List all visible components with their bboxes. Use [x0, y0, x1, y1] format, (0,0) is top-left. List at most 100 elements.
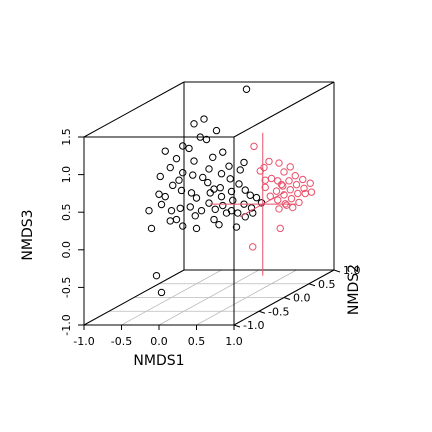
- group2-point: [291, 172, 299, 180]
- group2-point: [274, 196, 282, 204]
- group1-point: [161, 192, 169, 201]
- y-tick-label: 1.0: [343, 264, 361, 277]
- x-tick-label: 0.5: [188, 335, 206, 348]
- group1-point: [211, 205, 219, 213]
- group1-point: [215, 220, 223, 229]
- group1-point: [229, 196, 237, 205]
- group2-point: [282, 201, 291, 209]
- group2-point: [276, 224, 284, 233]
- x-tick-label: -1.0: [73, 335, 94, 348]
- group2-centroid-cross: [210, 132, 297, 276]
- group2-point: [275, 159, 283, 167]
- y-tick: [333, 269, 341, 273]
- group2-point: [286, 163, 294, 171]
- group1-point: [156, 172, 164, 181]
- group2-point: [261, 183, 269, 192]
- group1-point: [189, 171, 197, 179]
- group1-point: [145, 206, 153, 215]
- group1-point: [185, 144, 193, 153]
- group1-point: [202, 135, 211, 144]
- group2-point: [249, 243, 257, 251]
- box-edge: [83, 81, 185, 138]
- group1-point: [192, 194, 201, 202]
- group1-point: [212, 126, 221, 135]
- group1-point: [179, 142, 187, 150]
- group1-point: [232, 223, 241, 231]
- y-tick-label: -1.0: [243, 319, 264, 332]
- y-tick-label: 0.5: [318, 278, 336, 291]
- group1-point: [167, 206, 176, 215]
- group1-point: [175, 176, 183, 184]
- group2-point: [285, 177, 293, 185]
- group2-point: [272, 187, 281, 195]
- group1-point: [235, 180, 243, 188]
- group1-point: [236, 166, 244, 174]
- group2-point: [292, 180, 301, 189]
- box-edge: [233, 81, 335, 138]
- group2-point: [300, 184, 308, 193]
- group1-point: [157, 200, 166, 209]
- axis-ticks: -1.0 -0.5 0.0 0.5 1.0-1.0-0.50.00.51.0-1.0-0…: [60, 128, 361, 348]
- y-tick-label: -0.5: [268, 305, 289, 318]
- plot-box: [83, 81, 335, 326]
- group1-point: [242, 85, 251, 93]
- group1-point: [157, 288, 166, 297]
- group1-point: [161, 147, 169, 155]
- data-points: [145, 85, 316, 297]
- group1-point: [227, 187, 236, 196]
- group1-point: [206, 189, 214, 197]
- group1-point: [222, 209, 231, 217]
- z-tick-label: -0.5: [60, 277, 73, 298]
- group1-point: [199, 173, 207, 182]
- group1-point: [190, 157, 198, 165]
- group1-point: [217, 192, 226, 201]
- group2-point: [256, 167, 264, 175]
- y-tick: [233, 324, 241, 328]
- y-axis-title: NMDS2: [346, 264, 362, 315]
- y-tick: [308, 283, 316, 287]
- group1-point: [246, 191, 254, 199]
- group1-point: [234, 209, 242, 217]
- group1-point: [176, 204, 184, 212]
- group1-point: [219, 201, 227, 210]
- group2-point: [279, 182, 287, 190]
- y-tick: [283, 297, 291, 300]
- group1-point: [241, 186, 249, 194]
- z-tick-label: 1.0: [60, 166, 73, 184]
- group2-point: [280, 168, 288, 176]
- group1-point: [172, 154, 181, 163]
- group1-point: [205, 199, 213, 207]
- group1-point: [191, 212, 199, 220]
- group1-point: [179, 168, 187, 177]
- group1-point: [196, 133, 204, 141]
- group1-point: [205, 165, 213, 173]
- group1-point: [190, 120, 198, 128]
- group1-point: [186, 203, 194, 211]
- group2-point: [287, 194, 296, 203]
- group1-point: [166, 163, 174, 172]
- z-tick-label: 0.0: [60, 241, 73, 258]
- group2-point: [267, 174, 276, 183]
- group1-point: [225, 162, 233, 170]
- group1-point: [172, 215, 181, 224]
- box-edge: [83, 269, 185, 326]
- group1-point: [179, 222, 187, 230]
- y-tick-label: 0.0: [293, 292, 311, 305]
- y-tick: [258, 310, 266, 314]
- group1-point: [219, 148, 227, 156]
- x-tick-label: 1.0: [225, 335, 243, 348]
- group2-point: [294, 189, 302, 198]
- floor-grid-line: [196, 269, 297, 326]
- group2-point: [250, 142, 258, 151]
- group2-point: [260, 163, 268, 172]
- group1-point: [240, 158, 248, 167]
- group2-point: [274, 177, 282, 185]
- group1-point: [166, 217, 174, 225]
- group1-point: [210, 215, 218, 224]
- axis-labels: NMDS1 NMDS2 NMDS3: [20, 209, 362, 369]
- group2-point: [275, 205, 283, 213]
- group2-point: [261, 176, 269, 184]
- z-axis-title: NMDS3: [20, 209, 36, 260]
- group1-point: [204, 178, 212, 187]
